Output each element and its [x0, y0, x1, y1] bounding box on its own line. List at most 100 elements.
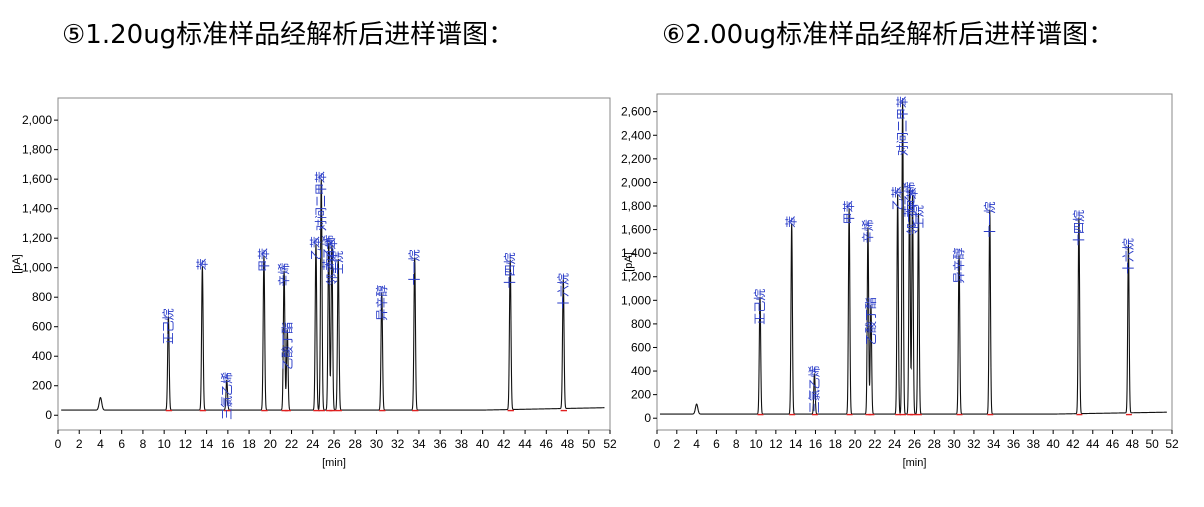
y-tick-label: 1,600: [22, 172, 52, 186]
x-tick-label: 52: [603, 437, 617, 451]
x-tick-label: 14: [789, 437, 803, 451]
y-axis-label: [pA]: [623, 252, 635, 272]
peak-label: 三氯乙烯: [220, 372, 234, 420]
peak-label: 乙酸丁酯: [863, 297, 878, 345]
peak-label: 正己烷: [161, 308, 175, 344]
x-tick-label: 6: [118, 437, 125, 451]
y-tick-label: 200: [32, 379, 52, 393]
x-tick-label: 20: [848, 437, 862, 451]
y-tick-label: 2,000: [621, 175, 651, 189]
y-tick-label: 2,000: [22, 113, 52, 127]
y-tick-label: 800: [32, 290, 52, 304]
peak-label: 十四烷: [1072, 210, 1086, 246]
x-tick-label: 36: [433, 437, 447, 451]
peak-label: 壬烷: [331, 251, 345, 275]
peak-label: 辛烯: [277, 263, 291, 287]
peak-label: 甲苯: [257, 248, 271, 272]
x-tick-label: 34: [987, 437, 1001, 451]
y-tick-label: 1,200: [22, 231, 52, 245]
chart-1-heading: ⑤1.20ug标准样品经解析后进样谱图：: [62, 20, 515, 50]
x-tick-label: 28: [349, 437, 363, 451]
plot-frame: [656, 93, 1173, 431]
x-tick-label: 40: [476, 437, 490, 451]
x-tick-label: 8: [140, 437, 147, 451]
peak-label: 异辛醇: [374, 285, 389, 321]
x-tick-label: 2: [76, 437, 83, 451]
peak-label: 十一烷: [408, 249, 422, 285]
x-tick-label: 48: [561, 437, 575, 451]
peak-label: 乙苯: [891, 186, 905, 210]
y-tick-label: 0: [644, 411, 651, 425]
y-tick-label: 1,000: [22, 261, 52, 275]
x-tick-label: 44: [1086, 437, 1100, 451]
peak-label: 三氯乙烯: [807, 365, 821, 413]
y-tick-label: 2,200: [621, 152, 651, 166]
x-tick-label: 16: [809, 437, 823, 451]
x-tick-label: 48: [1126, 437, 1140, 451]
x-tick-label: 52: [1165, 437, 1179, 451]
x-tick-label: 44: [518, 437, 532, 451]
peak-label: 对间二甲苯: [314, 171, 328, 231]
x-tick-label: 24: [306, 437, 320, 451]
chromatogram-trace: [659, 99, 1167, 415]
x-tick-label: 18: [242, 437, 256, 451]
x-tick-label: 14: [200, 437, 214, 451]
y-tick-label: 400: [631, 364, 651, 378]
x-axis-label: [min]: [322, 457, 346, 469]
peak-label: 邻二甲苯: [906, 187, 920, 235]
x-tick-label: 50: [1146, 437, 1160, 451]
chart-1: 02004006008001,0001,2001,4001,6001,8002,…: [11, 97, 617, 469]
peak-label: 辛烯: [861, 219, 875, 243]
y-tick-label: 600: [32, 320, 52, 334]
peak-label: 乙酸丁酯: [279, 322, 294, 370]
y-tick-label: 1,200: [621, 270, 651, 284]
peak-label: 邻二甲苯: [325, 238, 339, 286]
x-tick-label: 22: [285, 437, 299, 451]
y-tick-label: 1,800: [621, 199, 651, 213]
x-tick-label: 26: [327, 437, 341, 451]
x-tick-label: 20: [264, 437, 278, 451]
x-tick-label: 34: [412, 437, 426, 451]
peak-label: 正己烷: [753, 289, 767, 325]
x-tick-label: 32: [391, 437, 405, 451]
y-tick-label: 200: [631, 388, 651, 402]
peak-label: 苯: [195, 258, 209, 270]
x-tick-label: 10: [157, 437, 171, 451]
x-tick-label: 38: [1027, 437, 1041, 451]
y-tick-label: 0: [45, 408, 52, 422]
peak-label: 十一烷: [983, 202, 997, 238]
x-tick-label: 2: [673, 437, 680, 451]
x-tick-label: 0: [55, 437, 62, 451]
x-tick-label: 30: [947, 437, 961, 451]
x-tick-label: 10: [749, 437, 763, 451]
chromatogram-trace: [61, 179, 605, 411]
peak-label: 壬烷: [911, 205, 925, 229]
x-tick-label: 42: [497, 437, 511, 451]
y-axis-label: [pA]: [11, 254, 23, 274]
x-tick-label: 0: [654, 437, 661, 451]
x-tick-label: 22: [868, 437, 882, 451]
peak-label: 对间二甲苯: [896, 96, 910, 156]
x-tick-label: 16: [221, 437, 235, 451]
x-tick-label: 24: [888, 437, 902, 451]
x-axis-label: [min]: [903, 457, 927, 469]
x-tick-label: 38: [455, 437, 469, 451]
chart-2: 02004006008001,0001,2001,4001,6001,8002,…: [621, 93, 1179, 469]
peak-label: 苯: [785, 216, 799, 228]
y-tick-label: 1,600: [621, 223, 651, 237]
peak-label: 十四烷: [503, 252, 517, 288]
peak-label: 甲苯: [842, 200, 856, 224]
y-tick-label: 2,400: [621, 128, 651, 142]
y-tick-label: 600: [631, 340, 651, 354]
peak-label: 异辛醇: [951, 248, 966, 284]
x-tick-label: 28: [928, 437, 942, 451]
x-tick-label: 26: [908, 437, 922, 451]
x-tick-label: 6: [713, 437, 720, 451]
peak-label: 苯乙烯: [322, 235, 336, 271]
x-tick-label: 12: [179, 437, 193, 451]
x-tick-label: 46: [540, 437, 554, 451]
y-tick-label: 800: [631, 317, 651, 331]
chart-2-heading: ⑥2.00ug标准样品经解析后进样谱图：: [662, 20, 1115, 50]
peak-label: 乙苯: [309, 236, 323, 260]
y-tick-label: 1,400: [22, 202, 52, 216]
